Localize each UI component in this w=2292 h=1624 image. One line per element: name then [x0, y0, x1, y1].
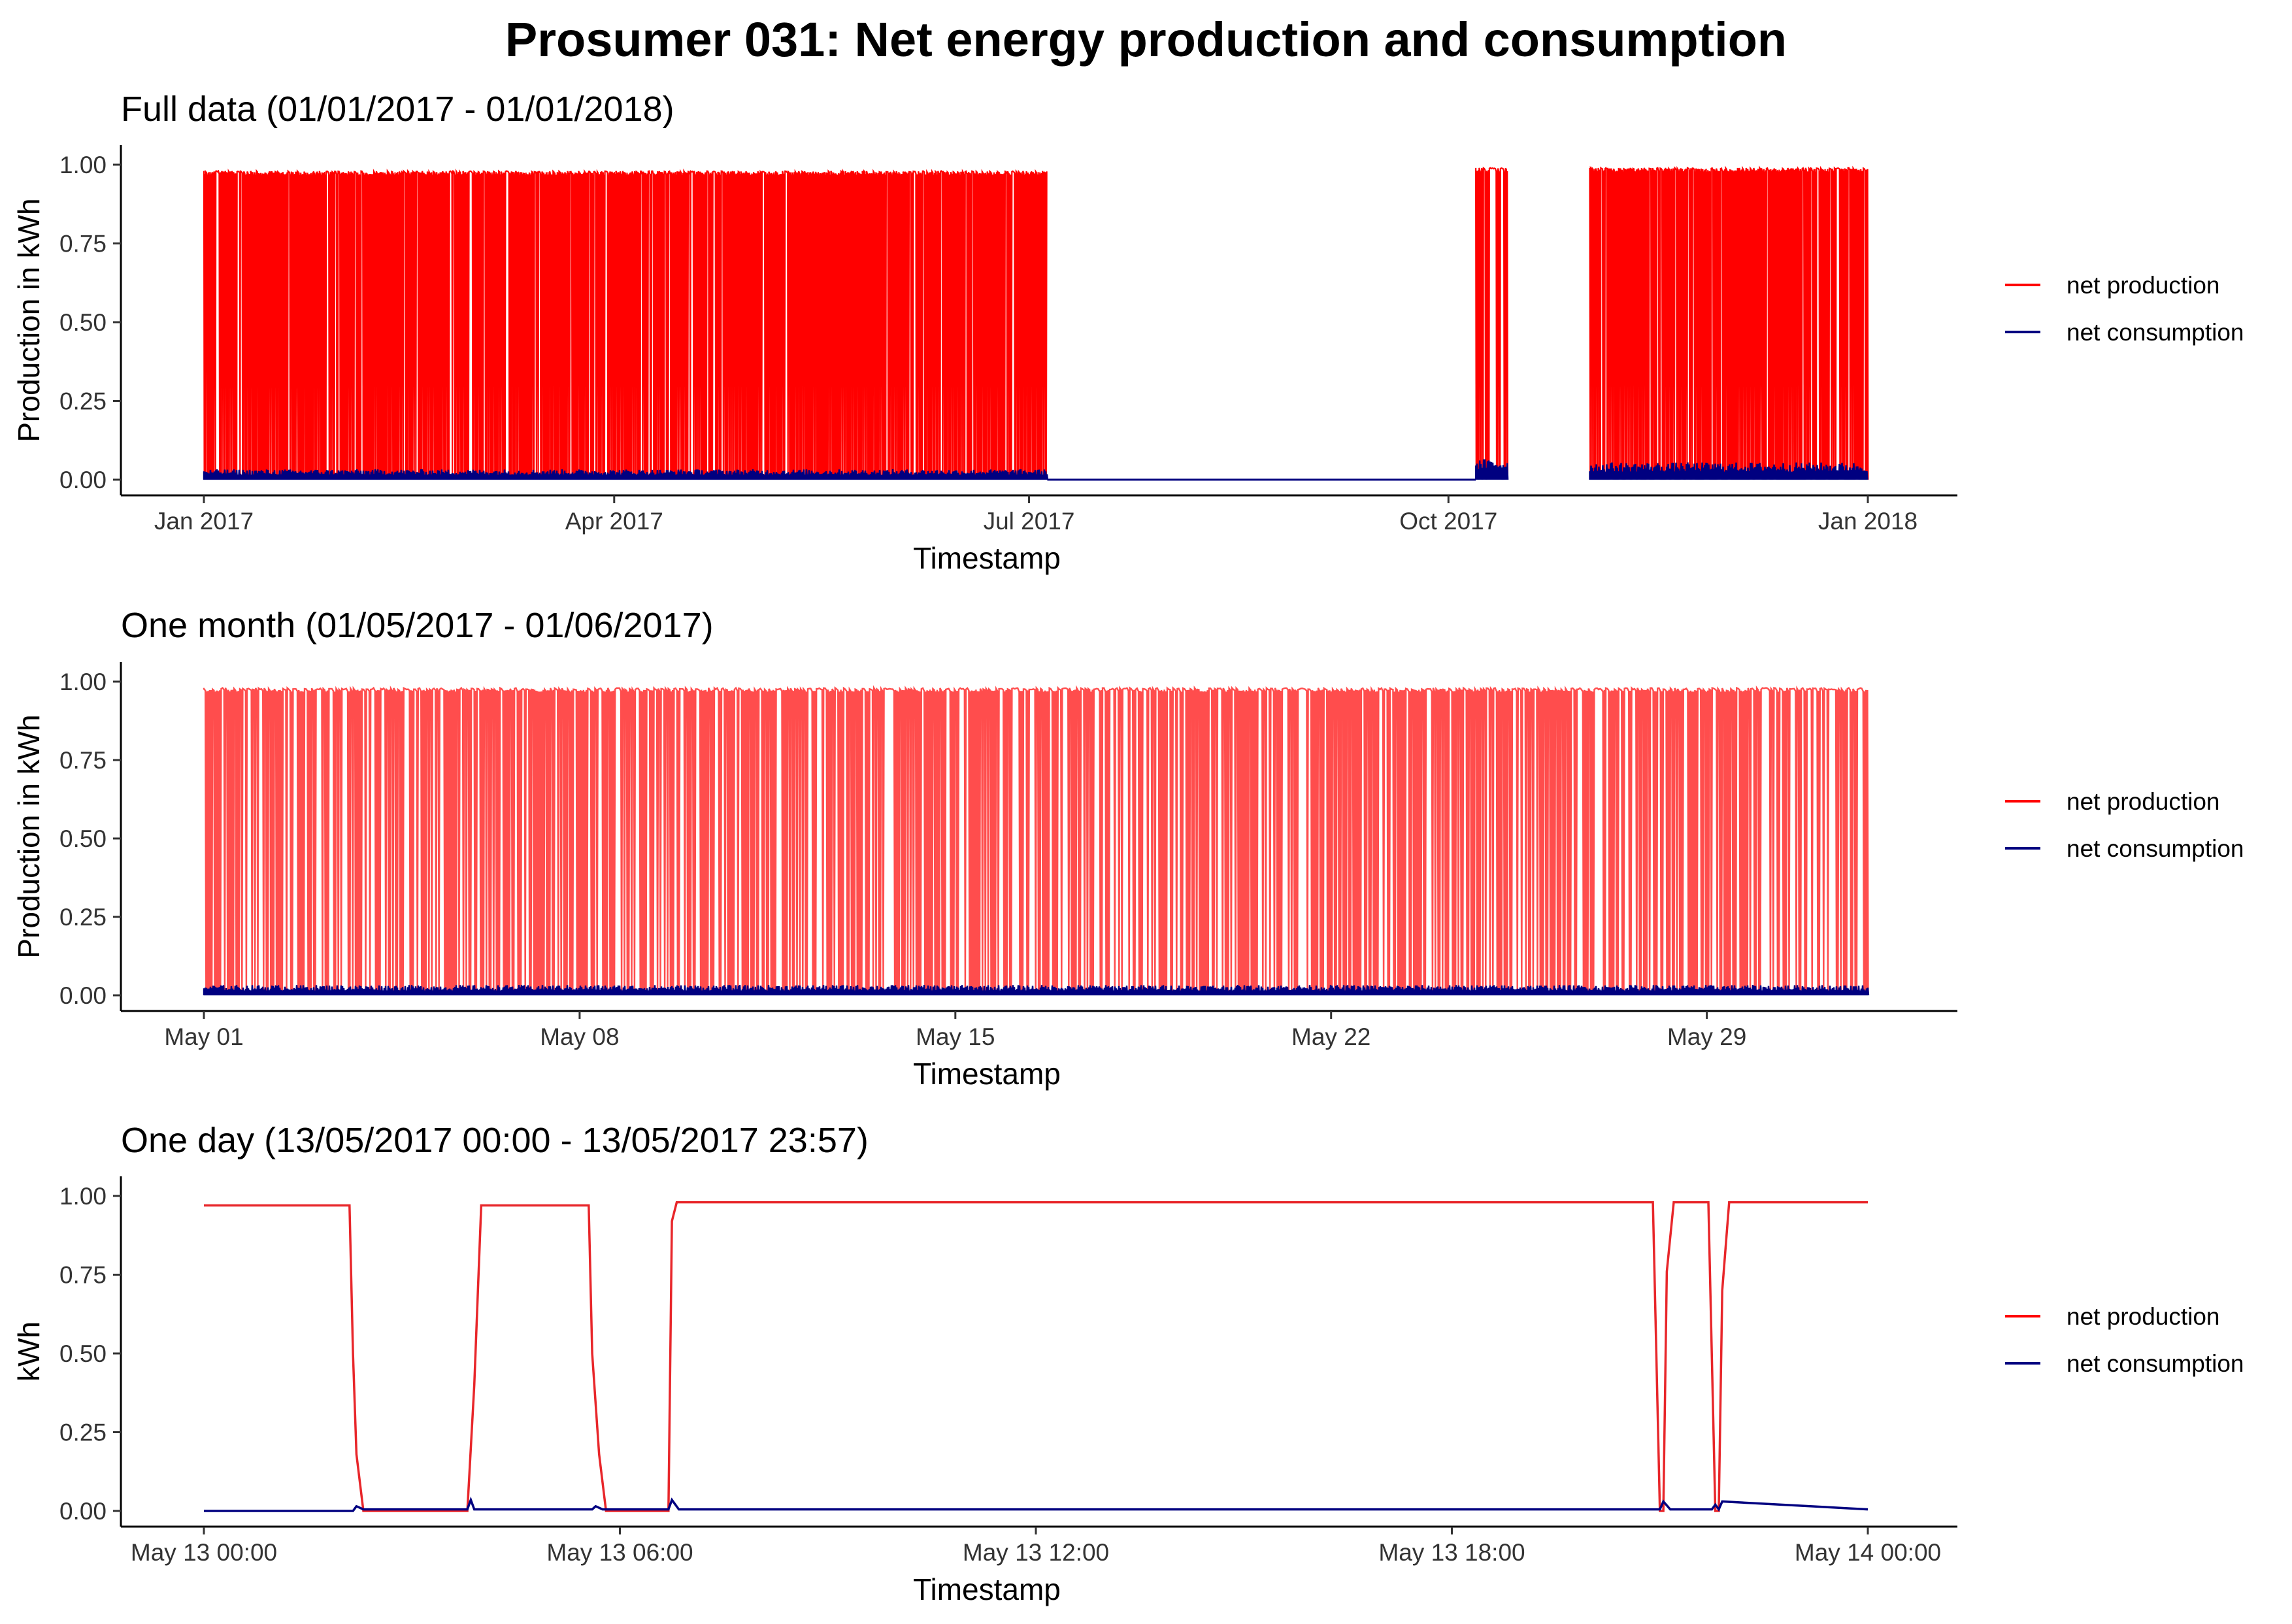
y-tick-label: 0.25 — [59, 1419, 107, 1446]
x-tick-label: May 01 — [164, 1023, 243, 1050]
y-tick-label: 0.00 — [59, 467, 107, 493]
series-line-segment — [1474, 167, 1508, 480]
series-line-segment — [203, 985, 1870, 996]
x-axis-title: Timestamp — [913, 541, 1061, 575]
x-tick-label: May 13 18:00 — [1378, 1539, 1525, 1566]
series-net-production — [203, 165, 1869, 481]
x-tick-label: May 08 — [540, 1023, 619, 1050]
series-net-consumption — [203, 459, 1868, 480]
legend-label: net production — [2067, 1303, 2220, 1330]
x-tick-label: Jan 2017 — [154, 508, 254, 535]
figure-title: Prosumer 031: Net energy production and … — [505, 12, 1787, 67]
y-tick-label: 0.00 — [59, 982, 107, 1009]
panel-title: One day (13/05/2017 00:00 - 13/05/2017 2… — [121, 1121, 869, 1160]
y-tick-label: 0.25 — [59, 904, 107, 931]
x-tick-label: May 15 — [916, 1023, 995, 1050]
panel-title: Full data (01/01/2017 - 01/01/2018) — [121, 90, 674, 129]
legend: net production net consumption — [2005, 272, 2244, 346]
x-tick-label: Apr 2017 — [565, 508, 663, 535]
x-tick-label: May 29 — [1667, 1023, 1746, 1050]
y-axis-title: Production in kWh — [12, 198, 46, 442]
series-line-segment — [203, 168, 1048, 480]
y-axis-title: kWh — [12, 1321, 46, 1382]
y-tick-label: 0.75 — [59, 1262, 107, 1289]
series-line-segment — [1474, 459, 1509, 480]
y-tick-label: 0.50 — [59, 825, 107, 852]
y-tick-label: 0.50 — [59, 1340, 107, 1367]
y-axis-title: Production in kWh — [12, 714, 46, 958]
y-tick-label: 0.50 — [59, 309, 107, 336]
y-tick-label: 1.00 — [59, 152, 107, 178]
series-line-segment — [1589, 462, 1868, 480]
x-axis-title: Timestamp — [913, 1057, 1061, 1091]
series-net-consumption — [204, 1497, 1868, 1512]
x-tick-label: May 13 06:00 — [546, 1539, 693, 1566]
x-tick-label: May 13 00:00 — [131, 1539, 277, 1566]
y-tick-label: 0.00 — [59, 1498, 107, 1525]
series-line-segment — [203, 469, 1049, 480]
panel-title: One month (01/05/2017 - 01/06/2017) — [121, 606, 714, 645]
series-net-consumption — [203, 985, 1870, 996]
y-tick-label: 1.00 — [59, 669, 107, 695]
legend: net production net consumption — [2005, 788, 2244, 862]
legend-label: net production — [2067, 788, 2220, 815]
legend-label: net consumption — [2067, 835, 2244, 862]
y-tick-label: 0.25 — [59, 388, 107, 415]
chart-panel-3: One day (13/05/2017 00:00 - 13/05/2017 2… — [12, 1121, 2244, 1606]
legend: net production net consumption — [2005, 1303, 2244, 1377]
series-line — [204, 1497, 1868, 1512]
y-tick-label: 0.75 — [59, 747, 107, 774]
x-tick-label: Jan 2018 — [1818, 508, 1918, 535]
x-tick-label: May 14 00:00 — [1795, 1539, 1941, 1566]
chart-panel-2: One month (01/05/2017 - 01/06/2017) 0.00 0… — [12, 606, 2244, 1091]
series-line-segment — [1589, 165, 1869, 480]
y-tick-label: 1.00 — [59, 1183, 107, 1210]
series-line — [204, 1201, 1868, 1512]
x-tick-label: Oct 2017 — [1399, 508, 1497, 535]
x-tick-label: May 22 — [1291, 1023, 1370, 1050]
legend-label: net consumption — [2067, 1350, 2244, 1377]
legend-label: net production — [2067, 272, 2220, 299]
y-tick-label: 0.75 — [59, 231, 107, 257]
series-net-production — [203, 685, 1869, 996]
chart-panel-1: Full data (01/01/2017 - 01/01/2018) 0.00 0… — [12, 90, 2244, 575]
x-tick-label: Jul 2017 — [984, 508, 1075, 535]
series-line-segment — [203, 685, 1869, 996]
x-tick-label: May 13 12:00 — [963, 1539, 1109, 1566]
legend-label: net consumption — [2067, 319, 2244, 346]
x-axis-title: Timestamp — [913, 1572, 1061, 1606]
series-net-production — [204, 1201, 1868, 1512]
